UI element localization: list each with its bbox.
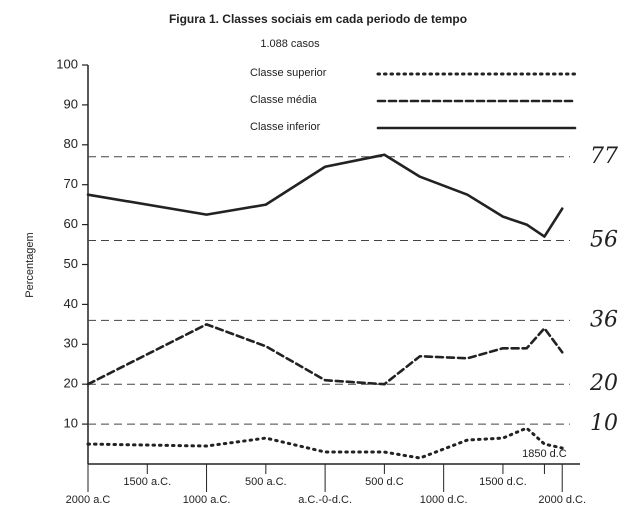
legend-label: Classe média: [250, 94, 318, 106]
x-tick-label: a.C.-0-d.C.: [298, 494, 352, 506]
reference-label: 36: [590, 307, 618, 332]
x-tick-label: 2000 a.C: [66, 494, 111, 506]
chart-subtitle: 1.088 casos: [260, 38, 320, 50]
x-tick-label: 500 a.C.: [245, 476, 287, 488]
x-tick-label: 1000 a.C.: [183, 494, 231, 506]
x-tick-label: 1000 d.C.: [420, 494, 468, 506]
y-tick-label: 70: [64, 176, 78, 191]
y-tick-label: 30: [64, 336, 78, 351]
series-line: [86, 153, 564, 238]
y-axis-label: Percentagem: [24, 232, 36, 297]
series-line: [86, 323, 564, 386]
series-line: [86, 426, 564, 460]
y-tick-label: 80: [64, 136, 78, 151]
y-tick-label: 50: [64, 256, 78, 271]
reference-label: 56: [590, 228, 618, 253]
y-tick-label: 100: [56, 56, 78, 71]
x-tick-label: 1850 d.C: [522, 448, 567, 460]
chart-title: Figura 1. Classes sociais em cada period…: [169, 12, 467, 26]
y-tick-label: 10: [64, 416, 78, 431]
y-tick-label: 60: [64, 216, 78, 231]
y-tick-label: 90: [64, 96, 78, 111]
x-tick-label: 2000 d.C.: [538, 494, 586, 506]
x-tick-label: 500 d.C: [365, 476, 404, 488]
y-tick-label: 40: [64, 296, 78, 311]
reference-label: 77: [590, 144, 618, 169]
reference-label: 20: [589, 371, 618, 396]
x-tick-label: 1500 a.C.: [123, 476, 171, 488]
x-tick-label: 1500 d.C.: [479, 476, 527, 488]
legend-label: Classe superior: [250, 67, 327, 79]
y-tick-label: 20: [64, 376, 78, 391]
reference-label: 10: [590, 411, 618, 436]
legend-label: Classe inferior: [250, 121, 321, 133]
